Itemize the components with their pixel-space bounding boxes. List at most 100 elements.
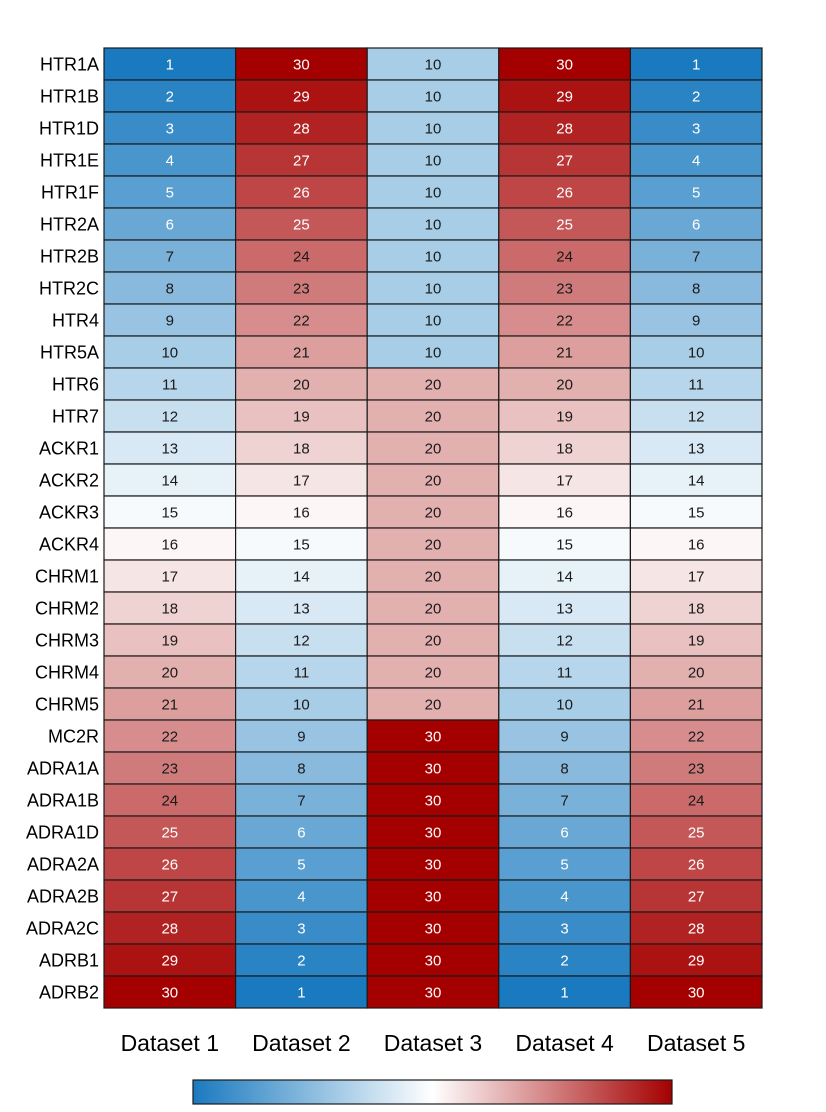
cell-value-label: 15 [293, 537, 310, 554]
cell-value-label: 8 [560, 761, 568, 778]
cell-value-label: 26 [293, 185, 310, 202]
row-label: HTR4 [52, 311, 99, 331]
cell-value-label: 25 [688, 825, 705, 842]
row-label: HTR2B [40, 247, 99, 267]
cell-value-label: 20 [425, 697, 442, 714]
heatmap-cell [103, 335, 237, 369]
heatmap-cell [498, 527, 631, 561]
cell-value-label: 7 [297, 793, 305, 810]
heatmap-cell [103, 79, 237, 113]
heatmap-cell [498, 143, 631, 177]
heatmap-cell [629, 335, 763, 369]
cell-value-label: 11 [557, 665, 573, 682]
cell-value-label: 29 [161, 953, 178, 970]
heatmap-cell [629, 815, 763, 849]
cell-value-label: 14 [688, 473, 705, 490]
heatmap-cell [498, 591, 631, 625]
cell-value-label: 6 [560, 825, 568, 842]
column-label: Dataset 1 [121, 1030, 219, 1056]
cell-value-label: 2 [560, 953, 568, 970]
heatmap-cell [235, 463, 368, 497]
heatmap-cell [366, 815, 500, 849]
row-label: MC2R [48, 727, 99, 747]
cell-value-label: 24 [688, 793, 705, 810]
cell-value-label: 16 [556, 505, 573, 522]
heatmap-cell [498, 111, 631, 145]
cell-value-label: 27 [161, 889, 178, 906]
heatmap-cell [235, 175, 368, 209]
cell-value-label: 12 [688, 409, 705, 426]
cell-value-label: 1 [297, 985, 305, 1002]
heatmap-cell [629, 975, 763, 1009]
cell-value-label: 5 [692, 185, 700, 202]
heatmap-cell [235, 207, 368, 241]
cell-value-label: 28 [161, 921, 178, 938]
cell-value-label: 11 [688, 377, 704, 394]
cell-value-label: 21 [293, 345, 310, 362]
cell-value-label: 29 [556, 89, 573, 106]
heatmap-cell [498, 431, 631, 465]
heatmap-cell [366, 335, 500, 369]
cell-value-label: 10 [425, 57, 442, 74]
heatmap-cell [103, 879, 237, 913]
cell-value-label: 28 [293, 121, 310, 138]
cell-value-label: 25 [293, 217, 310, 234]
cell-value-label: 23 [161, 761, 178, 778]
heatmap-cell [629, 623, 763, 657]
cell-value-label: 18 [293, 441, 310, 458]
heatmap-cell [235, 47, 368, 81]
heatmap-cell [235, 559, 368, 593]
cell-value-label: 20 [425, 409, 442, 426]
heatmap-cell [235, 655, 368, 689]
heatmap-cell [498, 399, 631, 433]
heatmap-cell [366, 303, 500, 337]
row-label: ADRA2C [26, 919, 99, 939]
heatmap-cell [235, 815, 368, 849]
heatmap-cell [235, 591, 368, 625]
cell-value-label: 27 [293, 153, 310, 170]
row-label: HTR7 [52, 407, 99, 427]
cell-value-label: 7 [560, 793, 568, 810]
cell-value-label: 3 [692, 121, 700, 138]
cell-value-label: 9 [297, 729, 305, 746]
cell-value-label: 27 [556, 153, 573, 170]
cell-value-label: 15 [161, 505, 178, 522]
heatmap-cell [103, 399, 237, 433]
cell-value-label: 11 [294, 665, 310, 682]
heatmap-cell [235, 111, 368, 145]
row-label: ADRA1D [26, 823, 99, 843]
heatmap-cell [235, 687, 368, 721]
cell-value-label: 10 [425, 89, 442, 106]
cell-value-label: 28 [688, 921, 705, 938]
cell-value-label: 30 [425, 857, 442, 874]
colorbar-gradient [192, 1079, 673, 1105]
cell-value-label: 23 [556, 281, 573, 298]
cell-value-label: 1 [692, 57, 700, 74]
cell-value-label: 24 [161, 793, 178, 810]
cell-value-label: 30 [425, 729, 442, 746]
heatmap-cell [103, 783, 237, 817]
heatmap-cell [103, 559, 237, 593]
heatmap-cell [498, 847, 631, 881]
heatmap-cell [498, 975, 631, 1009]
cell-value-label: 12 [556, 633, 573, 650]
heatmap-cell [629, 943, 763, 977]
row-label: HTR1D [39, 119, 99, 139]
row-label: HTR2A [40, 215, 99, 235]
row-label: HTR1B [40, 87, 99, 107]
heatmap-cell [103, 815, 237, 849]
heatmap-cell [103, 463, 237, 497]
cell-value-label: 5 [560, 857, 568, 874]
cell-value-label: 17 [688, 569, 705, 586]
cell-value-label: 14 [556, 569, 573, 586]
heatmap-cell [366, 655, 500, 689]
cell-value-label: 20 [425, 537, 442, 554]
heatmap-cell [498, 687, 631, 721]
heatmap-cell [629, 207, 763, 241]
cell-value-label: 10 [161, 345, 178, 362]
heatmap-cell [498, 911, 631, 945]
column-label: Dataset 4 [515, 1030, 614, 1056]
heatmap-cell [103, 271, 237, 305]
cell-value-label: 6 [297, 825, 305, 842]
